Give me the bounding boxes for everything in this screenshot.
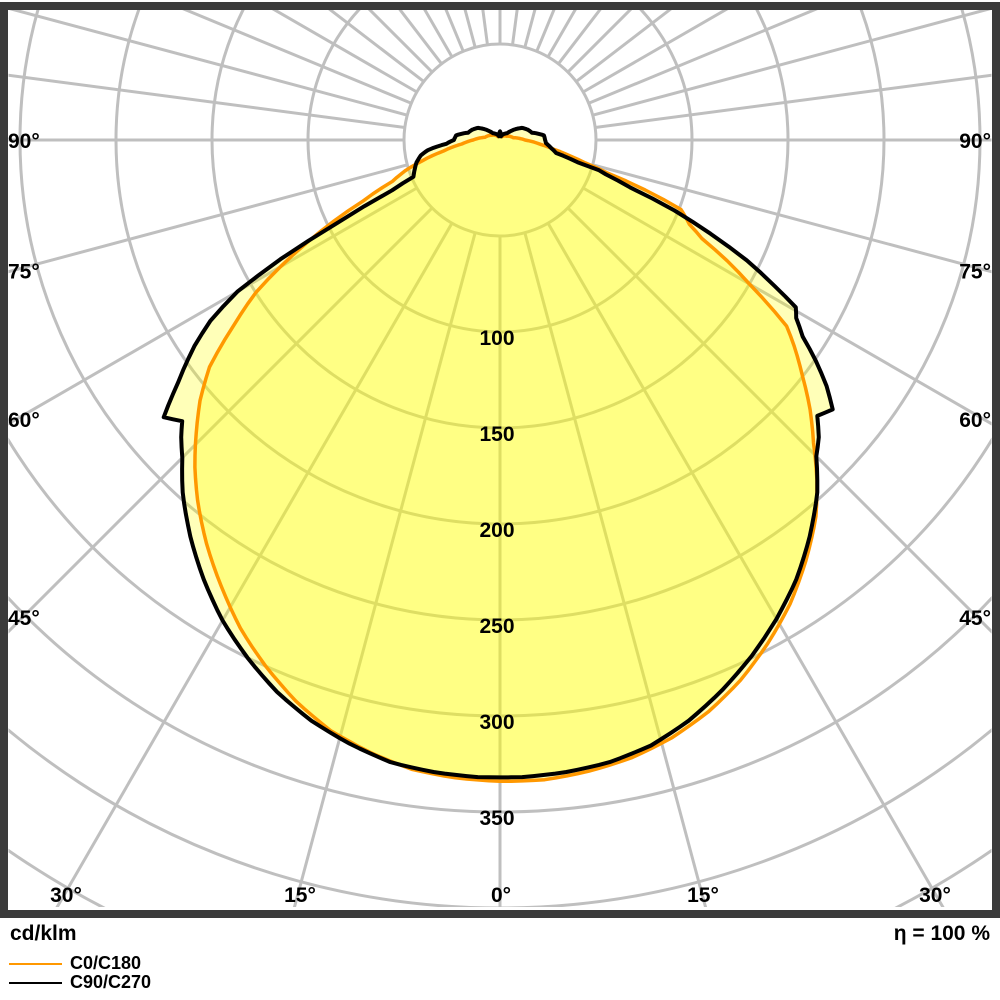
- grid-spoke: [182, 10, 412, 105]
- legend-item-c0-c180: C0/C180: [9, 954, 151, 973]
- legend-line-c0-c180: [9, 962, 62, 965]
- angle-label-right: 90°: [959, 130, 991, 153]
- legend-line-c90-c270: [9, 981, 62, 984]
- legend: C0/C180 C90/C270: [9, 954, 151, 992]
- grid-spoke: [592, 10, 991, 117]
- legend-item-c90-c270: C90/C270: [9, 973, 151, 992]
- ring-value-label: 350: [479, 807, 514, 830]
- grid-spoke: [566, 206, 992, 634]
- c0-c180-curve: [193, 130, 819, 784]
- plot-frame: [0, 2, 1000, 918]
- grid-spoke: [546, 222, 945, 907]
- legend-label-c0-c180: C0/C180: [70, 953, 142, 973]
- grid-spoke: [523, 232, 708, 907]
- grid-spoke: [582, 186, 992, 426]
- angle-label-left: 45°: [8, 607, 40, 630]
- c90-c270-fill: [163, 127, 833, 778]
- angle-label-bottom: 15°: [284, 884, 316, 907]
- angle-label-bottom: 30°: [50, 884, 82, 907]
- angle-label-bottom: 15°: [687, 884, 719, 907]
- efficiency-label: η = 100 %: [893, 922, 990, 945]
- angle-label-right: 75°: [959, 260, 991, 283]
- ring-value-label: 100: [479, 327, 514, 350]
- ring-value-label: 150: [479, 423, 514, 446]
- grid-spoke: [292, 232, 477, 907]
- c90-c270-curve: [161, 125, 835, 780]
- polar-chart: 100 150 200 250 300 350 90° 90° 75° 75° 60° 60° 45° 4…: [0, 0, 1000, 920]
- legend-label-c90-c270: C90/C270: [70, 972, 152, 992]
- grid-spoke: [55, 222, 454, 907]
- angle-label-left: 75°: [8, 260, 40, 283]
- grid-spoke: [8, 163, 408, 274]
- angle-label-bottom: 0°: [491, 884, 511, 907]
- grid-spoke: [9, 10, 408, 117]
- polar-grid: [8, 10, 992, 907]
- angle-label-right: 60°: [959, 409, 991, 432]
- grid-spoke: [592, 163, 992, 274]
- ring-value-label: 300: [479, 711, 514, 734]
- grid-spoke: [8, 186, 418, 426]
- ring-value-label: 250: [479, 615, 514, 638]
- grid-spoke: [588, 10, 818, 105]
- angle-label-bottom: 30°: [919, 884, 951, 907]
- angle-label-left: 60°: [8, 409, 40, 432]
- grid-spoke: [594, 73, 992, 129]
- chart-footer: cd/klm η = 100 % C0/C180 C90/C270: [0, 918, 1000, 1000]
- grid-spoke: [8, 73, 406, 129]
- c0-c180-fill: [194, 132, 817, 782]
- grid-spoke: [8, 206, 434, 634]
- angle-label-left: 90°: [8, 130, 40, 153]
- axis-unit-label: cd/klm: [10, 922, 77, 945]
- plot-area: [8, 10, 992, 907]
- angle-label-right: 45°: [959, 607, 991, 630]
- ring-value-label: 200: [479, 519, 514, 542]
